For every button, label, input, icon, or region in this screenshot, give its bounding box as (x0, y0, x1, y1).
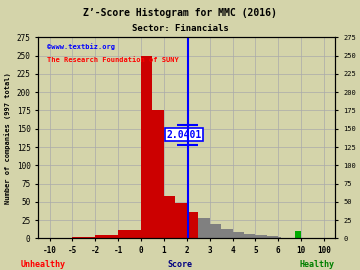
Text: 2.0401: 2.0401 (167, 130, 202, 140)
Bar (210, 224, 221, 238)
Text: Score: Score (167, 260, 193, 269)
Bar (141, 56, 153, 238)
Bar (187, 212, 198, 238)
Text: Z’-Score Histogram for MMC (2016): Z’-Score Histogram for MMC (2016) (83, 8, 277, 18)
Bar (278, 237, 281, 238)
Bar (95, 235, 118, 238)
Bar (296, 231, 301, 238)
Text: The Research Foundation of SUNY: The Research Foundation of SUNY (47, 58, 179, 63)
Text: Sector: Financials: Sector: Financials (132, 24, 228, 33)
Bar (233, 232, 244, 238)
Bar (244, 234, 255, 238)
Bar (164, 196, 175, 238)
Bar (221, 229, 233, 238)
Bar (118, 230, 141, 238)
Bar (72, 237, 95, 238)
Bar (267, 236, 278, 238)
Text: Healthy: Healthy (299, 260, 334, 269)
Y-axis label: Number of companies (997 total): Number of companies (997 total) (4, 72, 11, 204)
Bar (255, 235, 267, 238)
Bar (175, 203, 187, 238)
Bar (153, 110, 164, 238)
Bar (198, 218, 210, 238)
Text: ©www.textbiz.org: ©www.textbiz.org (47, 43, 115, 50)
Text: Unhealthy: Unhealthy (21, 260, 66, 269)
